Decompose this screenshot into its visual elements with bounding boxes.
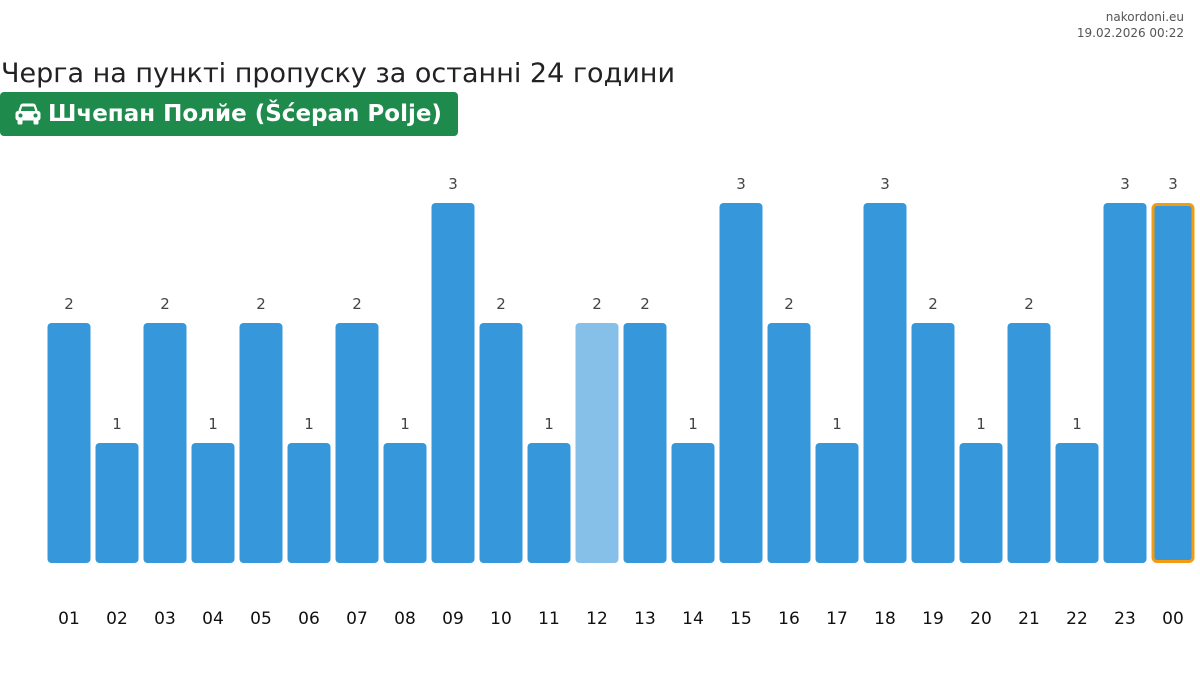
bar-21[interactable]: [1007, 323, 1051, 563]
x-tick-label: 01: [58, 609, 80, 629]
bar-value-label: 2: [256, 295, 266, 313]
bar-05[interactable]: [239, 323, 283, 563]
bar-value-label: 2: [928, 295, 938, 313]
x-tick-label: 17: [826, 609, 848, 629]
bar-22[interactable]: [1055, 443, 1099, 563]
page-title: Черга на пункті пропуску за останні 24 г…: [1, 58, 675, 89]
x-tick-label: 13: [634, 609, 656, 629]
bar-15[interactable]: [719, 203, 763, 563]
x-tick-label: 20: [970, 609, 992, 629]
x-tick-label: 10: [490, 609, 512, 629]
x-tick-label: 08: [394, 609, 416, 629]
bar-value-label: 1: [304, 415, 314, 433]
bar-09[interactable]: [431, 203, 475, 563]
bar-11[interactable]: [527, 443, 571, 563]
bar-18[interactable]: [863, 203, 907, 563]
x-tick-label: 22: [1066, 609, 1088, 629]
bar-03[interactable]: [143, 323, 187, 563]
x-tick-label: 21: [1018, 609, 1040, 629]
bar-14[interactable]: [671, 443, 715, 563]
bar-value-label: 2: [496, 295, 506, 313]
bar-08[interactable]: [383, 443, 427, 563]
bar-value-label: 1: [400, 415, 410, 433]
bar-06[interactable]: [287, 443, 331, 563]
bar-value-label: 1: [208, 415, 218, 433]
bar-value-label: 1: [688, 415, 698, 433]
bar-value-label: 1: [544, 415, 554, 433]
bar-value-label: 3: [1120, 175, 1130, 193]
bar-value-label: 2: [592, 295, 602, 313]
bar-19[interactable]: [911, 323, 955, 563]
source-info: nakordoni.eu 19.02.2026 00:22: [1077, 9, 1184, 41]
x-tick-label: 03: [154, 609, 176, 629]
x-tick-label: 07: [346, 609, 368, 629]
bar-17[interactable]: [815, 443, 859, 563]
bar-04[interactable]: [191, 443, 235, 563]
bar-value-label: 2: [64, 295, 74, 313]
bar-value-label: 3: [448, 175, 458, 193]
x-tick-label: 09: [442, 609, 464, 629]
bar-value-label: 3: [1168, 175, 1178, 193]
bar-value-label: 3: [736, 175, 746, 193]
bar-value-label: 2: [1024, 295, 1034, 313]
bar-value-label: 3: [880, 175, 890, 193]
bar-02[interactable]: [95, 443, 139, 563]
bar-value-label: 1: [1072, 415, 1082, 433]
bar-01[interactable]: [47, 323, 91, 563]
x-tick-label: 15: [730, 609, 752, 629]
x-tick-label: 23: [1114, 609, 1136, 629]
bar-16[interactable]: [767, 323, 811, 563]
car-icon: [14, 102, 42, 126]
source-site: nakordoni.eu: [1105, 10, 1184, 24]
bar-12[interactable]: [575, 323, 619, 563]
source-timestamp: 19.02.2026 00:22: [1076, 26, 1184, 40]
x-tick-label: 14: [682, 609, 704, 629]
x-tick-label: 16: [778, 609, 800, 629]
x-tick-label: 06: [298, 609, 320, 629]
bar-value-label: 1: [976, 415, 986, 433]
bar-value-label: 1: [832, 415, 842, 433]
bar-value-label: 2: [352, 295, 362, 313]
x-tick-label: 00: [1162, 609, 1184, 629]
x-tick-label: 02: [106, 609, 128, 629]
bar-value-label: 2: [784, 295, 794, 313]
x-tick-label: 12: [586, 609, 608, 629]
bar-20[interactable]: [959, 443, 1003, 563]
checkpoint-name: Шчепан Полйе (Šćepan Polje): [48, 101, 442, 127]
bar-10[interactable]: [479, 323, 523, 563]
bar-23[interactable]: [1103, 203, 1147, 563]
x-tick-label: 19: [922, 609, 944, 629]
x-tick-label: 11: [538, 609, 560, 629]
bar-00[interactable]: [1151, 203, 1195, 563]
bar-value-label: 2: [640, 295, 650, 313]
bar-07[interactable]: [335, 323, 379, 563]
x-tick-label: 05: [250, 609, 272, 629]
bar-13[interactable]: [623, 323, 667, 563]
checkpoint-badge: Шчепан Полйе (Šćepan Polje): [0, 92, 458, 136]
x-tick-label: 18: [874, 609, 896, 629]
bar-value-label: 1: [112, 415, 122, 433]
bar-value-label: 2: [160, 295, 170, 313]
x-tick-label: 04: [202, 609, 224, 629]
